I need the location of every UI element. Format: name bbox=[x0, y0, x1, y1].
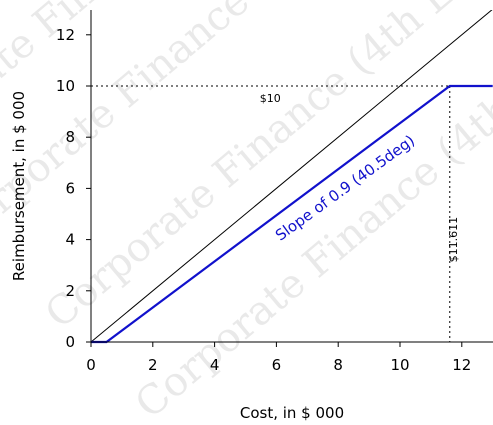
reference-label-vertical: $11.611 bbox=[447, 217, 460, 263]
reference-label-horizontal: $10 bbox=[260, 92, 281, 105]
x-tick-label: 10 bbox=[390, 356, 409, 374]
y-tick-label: 10 bbox=[56, 77, 75, 95]
x-tick-label: 6 bbox=[272, 356, 282, 374]
labels: $10 $11.611 0 2 4 6 8 10 12 0 2 4 6 8 10 12 Cost, in $ 0… bbox=[10, 26, 471, 422]
y-tick-label: 0 bbox=[65, 333, 75, 351]
axes bbox=[86, 10, 493, 347]
x-tick-label: 8 bbox=[333, 356, 343, 374]
y-tick-label: 4 bbox=[65, 231, 75, 249]
y-axis-title: Reimbursement, in $ 000 bbox=[10, 91, 28, 281]
y-tick-label: 12 bbox=[56, 26, 75, 44]
y-tick-label: 6 bbox=[65, 179, 75, 197]
x-axis-title: Cost, in $ 000 bbox=[240, 404, 344, 422]
y-tick-label: 2 bbox=[65, 282, 75, 300]
y-tick-label: 8 bbox=[65, 128, 75, 146]
x-tick-label: 0 bbox=[86, 356, 96, 374]
x-tick-label: 2 bbox=[148, 356, 158, 374]
x-tick-label: 12 bbox=[452, 356, 471, 374]
x-tick-label: 4 bbox=[210, 356, 220, 374]
series-line-1 bbox=[91, 10, 493, 343]
